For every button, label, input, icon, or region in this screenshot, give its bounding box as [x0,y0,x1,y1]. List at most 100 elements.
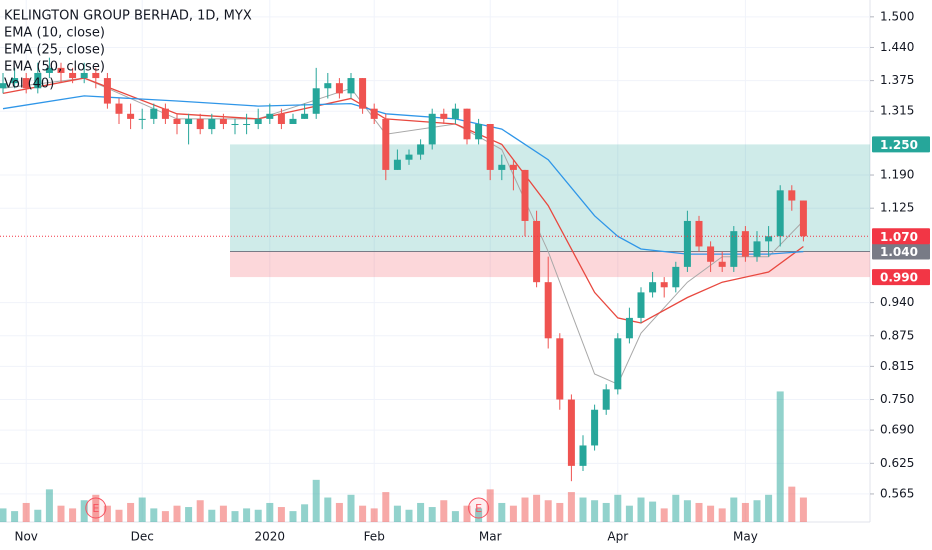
volume-bar [69,508,77,522]
volume-bar [753,500,761,522]
volume-bar [788,486,796,522]
y-tick-label: 0.940 [880,295,914,309]
volume-bar [579,497,587,522]
volume-bar [208,509,216,522]
candle-body [34,72,42,89]
volume-bar [370,508,378,522]
candle-body [347,78,355,94]
volume-bar [45,489,53,522]
volume-bar [359,505,367,522]
candle-body [80,72,88,79]
candle-body [556,338,564,400]
price-label: 1.250 [880,138,918,152]
x-tick-label: 2020 [255,530,286,544]
volume-bar [614,494,622,522]
volume-bar [707,505,715,522]
candle-body [788,190,796,201]
volume-bar [533,494,541,522]
candle-body [625,317,633,339]
volume-bar [103,505,111,522]
y-tick-label: 0.625 [880,456,914,470]
candle-body [289,118,297,124]
volume-bar [475,508,483,522]
x-tick-label: Dec [131,530,154,544]
earnings-label: E [92,502,99,515]
volume-bar [231,511,239,522]
candle-body [185,118,193,124]
candle-body [718,261,726,267]
candle-body [359,78,367,109]
candle-body [277,113,285,124]
candle-body [463,108,471,140]
y-tick-label: 1.375 [880,73,914,87]
volume-bar [335,502,343,522]
candle-body [103,78,111,104]
candle-body [602,389,610,410]
candle-body [138,118,146,120]
candle-body [382,118,390,170]
volume-bar [138,497,146,522]
volume-bar [637,497,645,522]
price-label: 1.070 [880,230,918,244]
earnings-marker [468,497,490,519]
volume-bar [393,505,401,522]
candle-body [741,231,749,257]
volume-bar [57,505,65,522]
volume-bar [301,504,309,522]
candle-body [173,118,181,124]
volume-bar [521,497,529,522]
candle-body [509,164,517,170]
candle-body [57,67,65,73]
candle-body [660,282,668,288]
price-zone [230,144,870,252]
volume-bar [683,500,691,522]
candle-body [11,78,19,84]
candle-body [127,113,135,119]
volume-bar [718,508,726,522]
candle-body [417,144,425,155]
volume-bar [695,502,703,522]
volume-bar [776,391,784,522]
volume-bar [289,511,297,522]
x-tick-label: Apr [607,530,628,544]
legend-entry: Vol (40) [4,77,54,92]
y-tick-label: 0.815 [880,359,914,373]
candle-body [579,445,587,466]
candle-body [393,159,401,170]
candle-body [0,83,7,89]
volume-bar [765,494,773,522]
candle-body [695,220,703,247]
y-tick-label: 0.690 [880,423,914,437]
candle-body [254,118,262,124]
candle-body [428,113,436,145]
candle-body [649,282,657,293]
y-tick-label: 1.125 [880,201,914,215]
volume-bar [417,502,425,522]
candle-body [150,108,158,119]
candle-body [324,83,332,89]
y-tick-label: 0.875 [880,328,914,342]
volume-bar [266,502,274,522]
x-tick-label: May [733,530,758,544]
x-tick-label: Nov [14,530,37,544]
earnings-marker [85,497,107,519]
volume-bar [649,501,657,522]
chart-title: KELINGTON GROUP BERHAD, 1D, MYX [4,9,252,24]
y-tick-label: 1.500 [880,9,914,23]
volume-bar [173,505,181,522]
volume-bar [591,500,599,522]
candle-body [266,113,274,119]
volume-bar [428,507,436,522]
volume-bar [196,500,204,522]
volume-bar [463,505,471,522]
overlay-layer: KELINGTON GROUP BERHAD, 1D, MYX EMA (10,… [4,9,930,544]
volume-bar [486,489,494,522]
candle-body [730,231,738,267]
candle-body [707,246,715,262]
price-label-box [872,269,930,286]
price-label: 1.040 [880,245,918,259]
candle-body [799,200,807,237]
legend-entry: EMA (10, close) [4,26,105,41]
legend-entry: EMA (50, close) [4,60,105,75]
